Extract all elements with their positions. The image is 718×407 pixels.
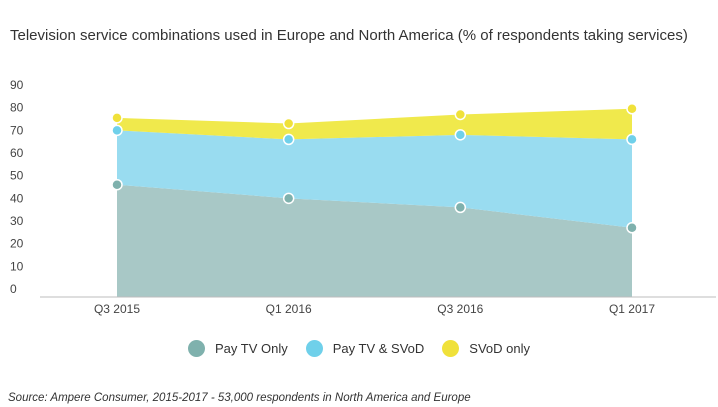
x-axis-ticks: Q3 2015 Q1 2016 Q3 2016 Q1 2017: [94, 302, 655, 316]
x-tick-label: Q3 2016: [437, 302, 483, 316]
source-note: Source: Ampere Consumer, 2015-2017 - 53,…: [8, 392, 471, 404]
y-tick-label: 20: [10, 237, 24, 251]
chart-title: Television service combinations used in …: [10, 27, 688, 44]
y-tick-label: 0: [10, 282, 17, 296]
x-tick-label: Q1 2017: [609, 302, 655, 316]
legend-swatch-svod-only: [442, 340, 460, 357]
legend-label-pay-tv-svod: Pay TV & SVoD: [332, 341, 425, 356]
y-tick-label: 70: [10, 123, 24, 137]
point-pay-tv-svod[interactable]: [454, 129, 467, 141]
legend-label-svod-only: SVoD only: [469, 341, 530, 356]
y-axis-ticks: 0 10 20 30 40 50 60 70 80 90: [10, 78, 24, 296]
y-tick-label: 60: [10, 146, 24, 160]
legend-swatch-pay-tv-only: [188, 340, 206, 357]
area-pay-tv-svod: [117, 130, 632, 228]
x-tick-label: Q3 2015: [94, 302, 140, 316]
point-pay-tv-svod[interactable]: [282, 133, 295, 146]
series-points: [111, 103, 638, 234]
series-areas: [117, 108, 632, 297]
point-svod-only[interactable]: [111, 112, 123, 124]
y-tick-label: 80: [10, 101, 24, 115]
area-svod-only: [117, 108, 632, 140]
y-tick-label: 10: [10, 259, 24, 273]
legend-item-svod-only[interactable]: SVoD only: [442, 340, 530, 357]
y-tick-label: 30: [10, 214, 24, 228]
legend-swatch-pay-tv-svod: [305, 340, 323, 357]
y-tick-label: 50: [10, 169, 24, 183]
y-tick-label: 40: [10, 191, 24, 205]
legend-item-pay-tv-only[interactable]: Pay TV Only: [188, 340, 288, 357]
y-tick-label: 90: [10, 78, 24, 92]
x-tick-label: Q1 2016: [266, 302, 312, 316]
point-pay-tv-only[interactable]: [282, 192, 295, 205]
point-pay-tv-only[interactable]: [626, 222, 638, 234]
point-pay-tv-svod[interactable]: [111, 124, 123, 137]
point-pay-tv-svod[interactable]: [626, 133, 638, 146]
point-pay-tv-only[interactable]: [454, 201, 467, 214]
area-pay-tv-only: [117, 184, 632, 297]
legend-item-pay-tv-svod[interactable]: Pay TV & SVoD: [305, 340, 425, 357]
legend: Pay TV Only Pay TV & SVoD SVoD only: [0, 340, 718, 357]
point-pay-tv-only[interactable]: [111, 178, 123, 191]
point-svod-only[interactable]: [454, 108, 467, 121]
legend-label-pay-tv-only: Pay TV Only: [215, 341, 288, 356]
point-svod-only[interactable]: [626, 103, 638, 115]
point-svod-only[interactable]: [282, 117, 295, 130]
